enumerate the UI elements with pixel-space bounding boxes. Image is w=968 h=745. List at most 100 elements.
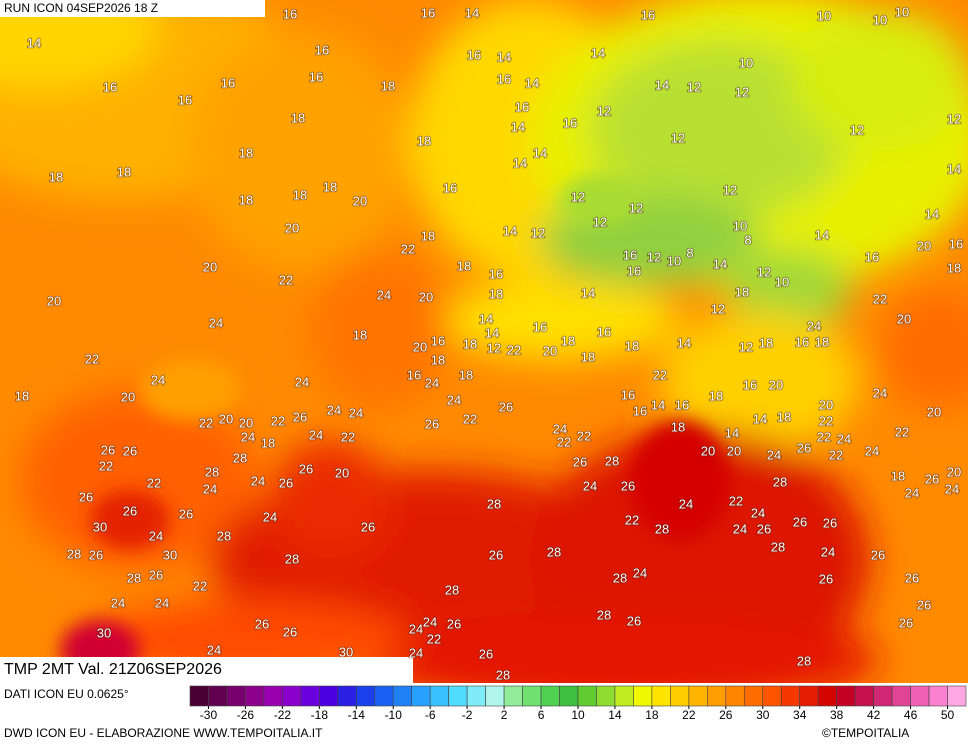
temperature-label: 26 [797,440,811,455]
temperature-label: 24 [679,496,693,511]
temperature-label: 20 [335,465,349,480]
colorbar-swatch [891,685,911,707]
colorbar-swatch [633,685,653,707]
temperature-label: 14 [511,119,525,134]
credit: DWD ICON EU - ELABORAZIONE WWW.TEMPOITAL… [4,726,323,740]
temperature-label: 26 [793,514,807,529]
temperature-label: 24 [423,614,437,629]
temperature-label: 18 [431,352,445,367]
temperature-label: 16 [627,263,641,278]
temperature-label: 8 [686,245,693,260]
temperature-label: 24 [149,528,163,543]
colorbar-swatch [947,685,967,707]
temperature-label: 18 [561,333,575,348]
colorbar-swatch [263,685,283,707]
temperature-label: 18 [759,335,773,350]
colorbar-swatch [707,685,727,707]
temperature-label: 14 [591,45,605,60]
temperature-label: 18 [323,179,337,194]
temperature-label: 28 [205,464,219,479]
colorbar-swatch [725,685,745,707]
temperature-label: 28 [445,582,459,597]
temperature-label: 10 [775,274,789,289]
temperature-label: 18 [353,327,367,342]
temperature-label: 20 [917,238,931,253]
temperature-label: 10 [873,12,887,27]
temperature-label: 28 [605,453,619,468]
temperature-label: 26 [899,615,913,630]
temperature-label: 12 [687,79,701,94]
colorbar-swatch [355,685,376,707]
temperature-label: 26 [627,613,641,628]
temperature-label: 22 [817,429,831,444]
temperature-label: 28 [233,450,247,465]
colorbar-swatch [319,685,339,707]
temperature-label: 16 [497,71,511,86]
temperature-label: 20 [239,415,253,430]
temperature-label: 10 [733,218,747,233]
temperature-label: 24 [583,478,597,493]
colorbar-swatch [208,685,228,707]
temperature-label: 22 [341,429,355,444]
temperature-label: 20 [947,464,961,479]
temperature-label: 20 [353,193,367,208]
temperature-label: 22 [729,493,743,508]
temperature-label: 26 [823,515,837,530]
colorbar-swatch [429,685,449,707]
temperature-label: 24 [251,473,265,488]
temperature-label: 18 [709,388,723,403]
temperature-label: 16 [743,377,757,392]
colorbar-swatch [522,685,542,707]
temperature-label: 28 [655,521,669,536]
colorbar-swatch [300,685,320,707]
temperature-label: 14 [655,77,669,92]
temperature-label: 22 [427,631,441,646]
temperature-label: 18 [581,349,595,364]
temperature-label: 12 [739,339,753,354]
temperature-label: 24 [263,509,277,524]
temperature-label: 16 [621,387,635,402]
temperature-label: 20 [927,404,941,419]
colorbar-swatch [448,685,468,707]
colorbar-swatch [466,685,486,707]
temperature-label: 24 [865,443,879,458]
temperature-label: 14 [925,206,939,221]
temperature-label: 18 [291,110,305,125]
temperature-label: 14 [485,325,499,340]
temperature-label: 10 [739,55,753,70]
temperature-label: 22 [507,342,521,357]
header-box [0,0,265,17]
temperature-label: 12 [723,182,737,197]
temperature-label: 18 [261,435,275,450]
temperature-label: 22 [557,434,571,449]
temperature-label: 26 [255,616,269,631]
temperature-label: 22 [279,272,293,287]
temperature-label: 30 [339,644,353,659]
temperature-label: 16 [283,6,297,21]
temperature-label: 26 [489,547,503,562]
temperature-label: 26 [905,570,919,585]
temperature-label: 14 [479,311,493,326]
temperature-label: 18 [777,409,791,424]
colorbar-swatch [873,685,893,707]
colorbar-swatch [743,685,764,707]
temperature-label: 26 [283,624,297,639]
colorbar-swatch [670,685,690,707]
temperature-label: 14 [753,411,767,426]
colorbar-swatch [762,685,782,707]
temperature-label: 12 [735,84,749,99]
temperature-label: 24 [349,405,363,420]
temperature-label: 26 [757,521,771,536]
temperature-label: 26 [179,506,193,521]
temperature-label: 24 [295,374,309,389]
temperature-label: 20 [819,397,833,412]
temperature-label: 24 [409,645,423,660]
temperature-label: 26 [123,503,137,518]
temperature-label: 8 [744,232,751,247]
temperature-label: 16 [597,324,611,339]
temperature-label: 26 [871,547,885,562]
temperature-label: 16 [623,247,637,262]
product-label: TMP 2MT Val. 21Z06SEP2026 [4,661,222,678]
colorbar-swatch [559,685,579,707]
